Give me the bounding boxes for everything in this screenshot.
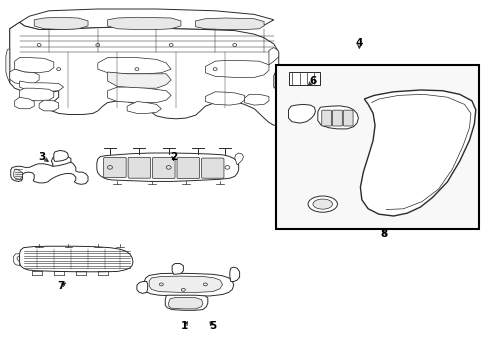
Polygon shape	[137, 282, 147, 293]
Polygon shape	[168, 297, 203, 309]
Polygon shape	[107, 17, 181, 30]
Ellipse shape	[307, 196, 337, 212]
Polygon shape	[54, 150, 68, 161]
FancyBboxPatch shape	[103, 157, 126, 177]
Text: 8: 8	[380, 229, 386, 239]
Polygon shape	[14, 169, 22, 179]
FancyBboxPatch shape	[128, 157, 150, 178]
Polygon shape	[195, 18, 264, 30]
Polygon shape	[15, 58, 54, 73]
Text: 5: 5	[209, 321, 216, 331]
Polygon shape	[165, 295, 207, 310]
Polygon shape	[10, 69, 39, 85]
Polygon shape	[20, 81, 63, 92]
Polygon shape	[144, 273, 233, 296]
Polygon shape	[288, 72, 320, 85]
Polygon shape	[229, 267, 239, 282]
Text: 4: 4	[355, 38, 363, 48]
Polygon shape	[98, 58, 171, 74]
Polygon shape	[107, 87, 171, 103]
Polygon shape	[6, 49, 10, 83]
Ellipse shape	[312, 199, 332, 209]
Polygon shape	[419, 199, 424, 207]
Text: 1: 1	[181, 321, 188, 331]
FancyBboxPatch shape	[177, 157, 199, 179]
Polygon shape	[172, 264, 183, 274]
FancyBboxPatch shape	[341, 196, 354, 210]
FancyBboxPatch shape	[386, 196, 400, 210]
Polygon shape	[20, 9, 273, 30]
FancyBboxPatch shape	[356, 196, 370, 210]
Polygon shape	[303, 192, 420, 213]
Polygon shape	[39, 100, 59, 111]
Polygon shape	[360, 90, 475, 216]
Text: 3: 3	[38, 152, 45, 162]
Polygon shape	[244, 94, 268, 105]
Text: 6: 6	[309, 76, 316, 86]
FancyBboxPatch shape	[310, 196, 324, 210]
Polygon shape	[10, 22, 283, 125]
Polygon shape	[20, 88, 54, 101]
Polygon shape	[205, 60, 268, 77]
Polygon shape	[234, 153, 243, 165]
Polygon shape	[205, 92, 244, 105]
Bar	[276, 65, 478, 229]
Polygon shape	[149, 276, 222, 292]
FancyBboxPatch shape	[325, 196, 339, 210]
Polygon shape	[14, 254, 20, 266]
Text: 2: 2	[170, 152, 177, 162]
Polygon shape	[107, 72, 171, 88]
FancyBboxPatch shape	[321, 110, 331, 126]
Text: 7: 7	[57, 281, 65, 291]
Polygon shape	[268, 48, 278, 65]
Polygon shape	[20, 246, 133, 272]
FancyBboxPatch shape	[332, 110, 342, 126]
FancyBboxPatch shape	[401, 196, 415, 210]
FancyBboxPatch shape	[152, 157, 175, 179]
Polygon shape	[298, 200, 303, 208]
Polygon shape	[10, 22, 49, 59]
Polygon shape	[127, 102, 161, 113]
Polygon shape	[15, 97, 34, 109]
FancyBboxPatch shape	[201, 158, 224, 178]
Polygon shape	[34, 17, 88, 30]
Polygon shape	[97, 153, 238, 181]
Polygon shape	[51, 156, 71, 166]
Polygon shape	[317, 106, 358, 129]
Polygon shape	[288, 104, 315, 123]
FancyBboxPatch shape	[371, 196, 385, 210]
FancyBboxPatch shape	[343, 110, 352, 126]
Polygon shape	[11, 160, 88, 184]
